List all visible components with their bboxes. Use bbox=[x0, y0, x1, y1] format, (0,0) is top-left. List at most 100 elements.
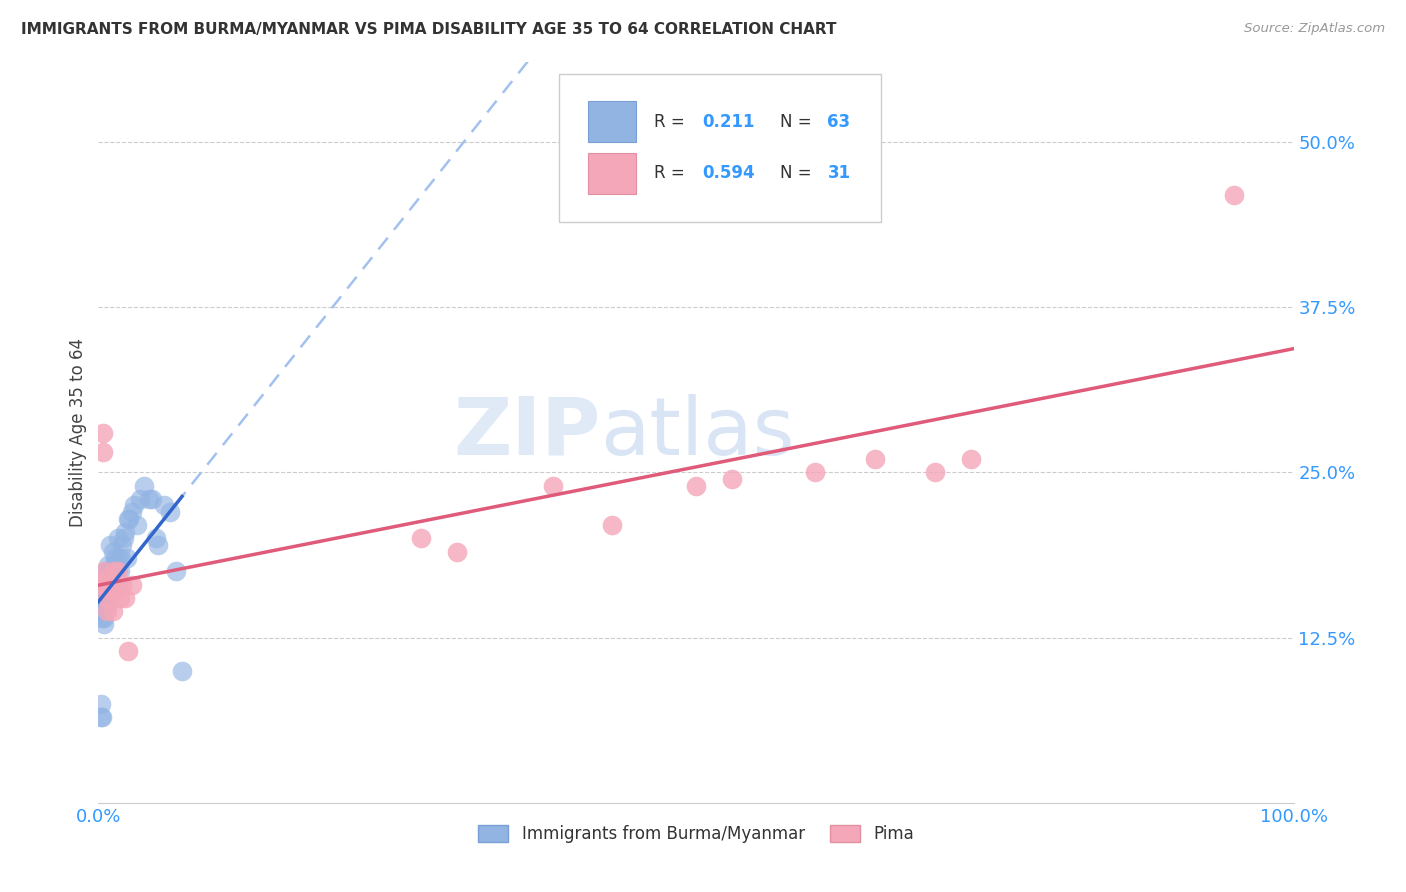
Point bbox=[121, 577, 143, 591]
Point bbox=[98, 591, 122, 605]
Point bbox=[91, 710, 114, 724]
Text: Source: ZipAtlas.com: Source: ZipAtlas.com bbox=[1244, 22, 1385, 36]
Point bbox=[96, 604, 118, 618]
Point bbox=[446, 544, 468, 558]
Point bbox=[93, 617, 115, 632]
Point bbox=[114, 524, 136, 539]
Point bbox=[93, 610, 115, 624]
Point bbox=[90, 710, 112, 724]
Point bbox=[108, 591, 131, 605]
Point bbox=[98, 584, 121, 599]
Point bbox=[865, 452, 887, 467]
Text: N =: N = bbox=[780, 112, 817, 130]
Point bbox=[91, 425, 114, 440]
Point bbox=[602, 518, 624, 533]
Point bbox=[93, 571, 115, 585]
Text: atlas: atlas bbox=[600, 393, 794, 472]
Bar bbox=[589, 102, 637, 142]
Point bbox=[96, 591, 118, 605]
Text: 31: 31 bbox=[827, 164, 851, 183]
Point bbox=[111, 577, 134, 591]
Text: R =: R = bbox=[654, 112, 690, 130]
Point bbox=[159, 505, 181, 519]
Point bbox=[94, 565, 117, 579]
Point bbox=[153, 499, 176, 513]
Point bbox=[107, 532, 129, 546]
Text: IMMIGRANTS FROM BURMA/MYANMAR VS PIMA DISABILITY AGE 35 TO 64 CORRELATION CHART: IMMIGRANTS FROM BURMA/MYANMAR VS PIMA DI… bbox=[21, 22, 837, 37]
Point bbox=[111, 538, 134, 552]
Legend: Immigrants from Burma/Myanmar, Pima: Immigrants from Burma/Myanmar, Pima bbox=[471, 819, 921, 850]
Point bbox=[960, 452, 983, 467]
Point bbox=[138, 491, 160, 506]
Point bbox=[924, 465, 946, 479]
Bar bbox=[589, 153, 637, 194]
Point bbox=[132, 478, 155, 492]
Point bbox=[103, 565, 125, 579]
Point bbox=[97, 591, 120, 605]
Text: 63: 63 bbox=[827, 112, 851, 130]
Point bbox=[97, 577, 120, 591]
Point bbox=[101, 544, 124, 558]
Point bbox=[411, 532, 433, 546]
Point bbox=[96, 577, 118, 591]
Point bbox=[97, 558, 120, 572]
Point bbox=[804, 465, 827, 479]
Point bbox=[1223, 187, 1246, 202]
Point bbox=[165, 565, 187, 579]
Point bbox=[129, 491, 152, 506]
Point bbox=[94, 577, 117, 591]
Point bbox=[121, 505, 143, 519]
Point bbox=[98, 577, 122, 591]
Point bbox=[90, 697, 112, 711]
Point bbox=[97, 577, 120, 591]
Point bbox=[91, 445, 114, 459]
Point bbox=[91, 598, 114, 612]
Point bbox=[93, 604, 115, 618]
Point bbox=[112, 532, 135, 546]
Point bbox=[104, 551, 127, 566]
Point bbox=[93, 584, 115, 599]
Point bbox=[145, 532, 167, 546]
Point bbox=[91, 604, 114, 618]
Point bbox=[94, 571, 117, 585]
Point bbox=[94, 591, 117, 605]
Point bbox=[91, 604, 114, 618]
Point bbox=[93, 600, 115, 615]
Point bbox=[114, 591, 136, 605]
Point bbox=[98, 538, 122, 552]
Point bbox=[148, 538, 170, 552]
Y-axis label: Disability Age 35 to 64: Disability Age 35 to 64 bbox=[69, 338, 87, 527]
Point bbox=[101, 604, 124, 618]
Point bbox=[118, 511, 141, 525]
Text: ZIP: ZIP bbox=[453, 393, 600, 472]
Point bbox=[115, 551, 138, 566]
Point bbox=[91, 610, 114, 624]
Point bbox=[105, 565, 128, 579]
Point bbox=[541, 478, 564, 492]
Point bbox=[172, 664, 194, 678]
Point bbox=[105, 584, 128, 599]
Point bbox=[685, 478, 707, 492]
Point bbox=[100, 571, 122, 585]
Point bbox=[101, 565, 124, 579]
Point bbox=[91, 591, 114, 605]
Point bbox=[141, 491, 163, 506]
Point bbox=[93, 591, 115, 605]
FancyBboxPatch shape bbox=[558, 73, 882, 221]
Text: 0.211: 0.211 bbox=[702, 112, 755, 130]
Point bbox=[98, 565, 122, 579]
Point bbox=[125, 518, 148, 533]
Point bbox=[91, 577, 114, 591]
Point bbox=[91, 598, 114, 612]
Text: 0.594: 0.594 bbox=[702, 164, 755, 183]
Text: R =: R = bbox=[654, 164, 690, 183]
Point bbox=[96, 598, 118, 612]
Point bbox=[93, 577, 115, 591]
Point bbox=[98, 565, 121, 579]
Point bbox=[93, 565, 115, 579]
Text: N =: N = bbox=[780, 164, 817, 183]
Point bbox=[124, 499, 146, 513]
Point bbox=[96, 591, 118, 605]
Point bbox=[107, 551, 129, 566]
Point bbox=[93, 591, 115, 605]
